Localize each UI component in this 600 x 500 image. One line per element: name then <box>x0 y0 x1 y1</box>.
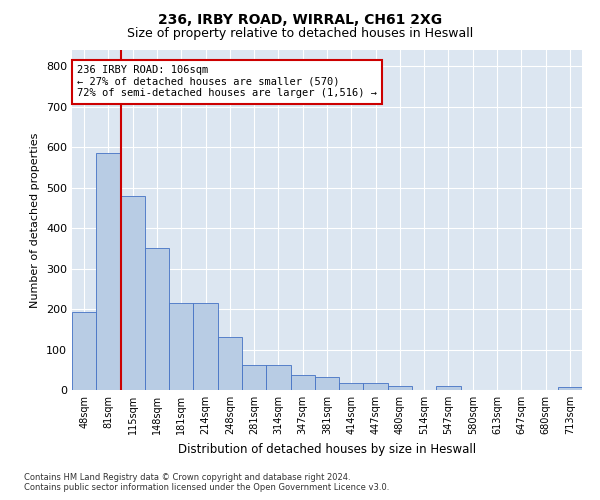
Bar <box>218 338 242 390</box>
Y-axis label: Number of detached properties: Number of detached properties <box>31 132 40 308</box>
Bar <box>388 386 412 390</box>
Bar <box>339 383 364 390</box>
Text: 236 IRBY ROAD: 106sqm
← 27% of detached houses are smaller (570)
72% of semi-det: 236 IRBY ROAD: 106sqm ← 27% of detached … <box>77 66 377 98</box>
Bar <box>315 377 339 390</box>
Text: Contains HM Land Registry data © Crown copyright and database right 2024.
Contai: Contains HM Land Registry data © Crown c… <box>24 473 389 492</box>
Bar <box>145 248 169 390</box>
Bar <box>169 303 193 390</box>
Bar <box>121 196 145 390</box>
Bar <box>72 312 96 390</box>
Bar <box>290 374 315 390</box>
Bar <box>242 365 266 390</box>
Bar <box>364 383 388 390</box>
Text: 236, IRBY ROAD, WIRRAL, CH61 2XG: 236, IRBY ROAD, WIRRAL, CH61 2XG <box>158 12 442 26</box>
Bar <box>193 303 218 390</box>
Bar <box>266 365 290 390</box>
Bar <box>558 387 582 390</box>
X-axis label: Distribution of detached houses by size in Heswall: Distribution of detached houses by size … <box>178 442 476 456</box>
Bar <box>436 386 461 390</box>
Bar <box>96 153 121 390</box>
Text: Size of property relative to detached houses in Heswall: Size of property relative to detached ho… <box>127 28 473 40</box>
